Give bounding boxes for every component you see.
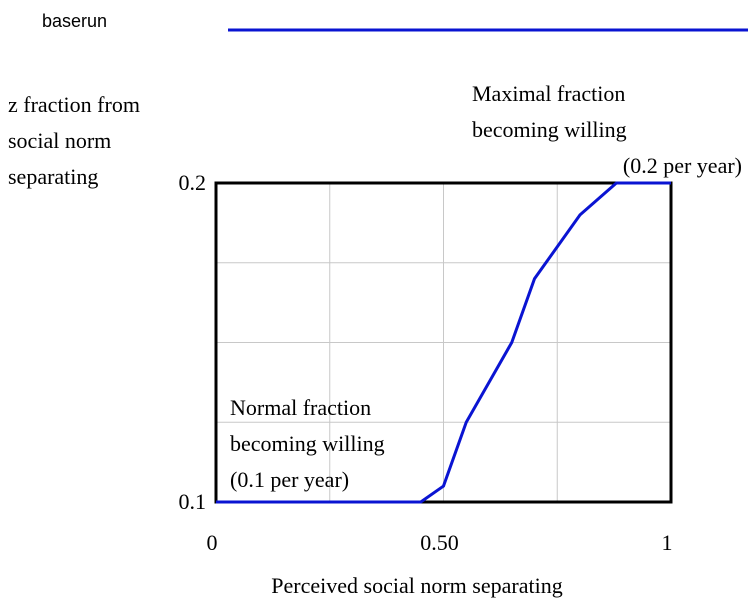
y-axis-label: z fraction from — [8, 92, 140, 117]
plot-frame — [214, 181, 673, 504]
y-tick-label: 0.1 — [179, 489, 207, 514]
legend-label: baserun — [42, 11, 107, 31]
annotation: (0.1 per year) — [230, 467, 349, 492]
x-axis-label: Perceived social norm separating — [271, 573, 562, 598]
x-tick-label: 1 — [662, 530, 673, 555]
annotation: Maximal fraction — [472, 81, 625, 106]
x-tick-label: 0.50 — [420, 530, 459, 555]
x-tick-label: 0 — [207, 530, 218, 555]
data-line — [216, 181, 671, 504]
y-tick-label: 0.2 — [179, 170, 207, 195]
annotation: Normal fraction — [230, 395, 371, 420]
annotation: becoming willing — [472, 117, 627, 142]
annotation: becoming willing — [230, 431, 385, 456]
y-axis-label: social norm — [8, 128, 111, 153]
annotation: (0.2 per year) — [623, 153, 742, 178]
y-axis-label: separating — [8, 164, 98, 189]
